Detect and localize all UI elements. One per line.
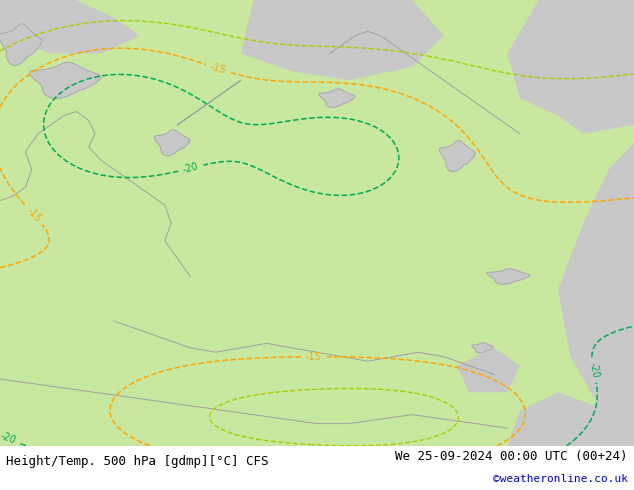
- Polygon shape: [507, 392, 634, 446]
- Text: -15: -15: [25, 205, 42, 224]
- Polygon shape: [439, 141, 476, 172]
- Text: -20: -20: [182, 161, 200, 175]
- Text: We 25-09-2024 00:00 UTC (00+24): We 25-09-2024 00:00 UTC (00+24): [395, 450, 628, 464]
- Text: -20: -20: [0, 431, 18, 446]
- Polygon shape: [558, 143, 634, 446]
- Text: ©weatheronline.co.uk: ©weatheronline.co.uk: [493, 474, 628, 484]
- Point: [0, 442, 5, 450]
- Polygon shape: [456, 348, 520, 392]
- Text: -15: -15: [306, 352, 322, 362]
- Text: Height/Temp. 500 hPa [gdmp][°C] CFS: Height/Temp. 500 hPa [gdmp][°C] CFS: [6, 455, 269, 468]
- Point: [0, 442, 5, 450]
- Point: [0, 442, 5, 450]
- Polygon shape: [30, 62, 101, 98]
- Polygon shape: [0, 0, 139, 53]
- Polygon shape: [487, 269, 530, 284]
- Point: [0, 442, 5, 450]
- Polygon shape: [319, 89, 355, 107]
- Polygon shape: [241, 0, 444, 80]
- Text: -20: -20: [587, 361, 600, 379]
- Point: [0, 442, 5, 450]
- Polygon shape: [154, 130, 190, 156]
- Point: [0, 442, 5, 450]
- Text: -15: -15: [209, 61, 228, 76]
- Polygon shape: [0, 24, 42, 66]
- Polygon shape: [507, 0, 634, 134]
- Polygon shape: [472, 343, 493, 353]
